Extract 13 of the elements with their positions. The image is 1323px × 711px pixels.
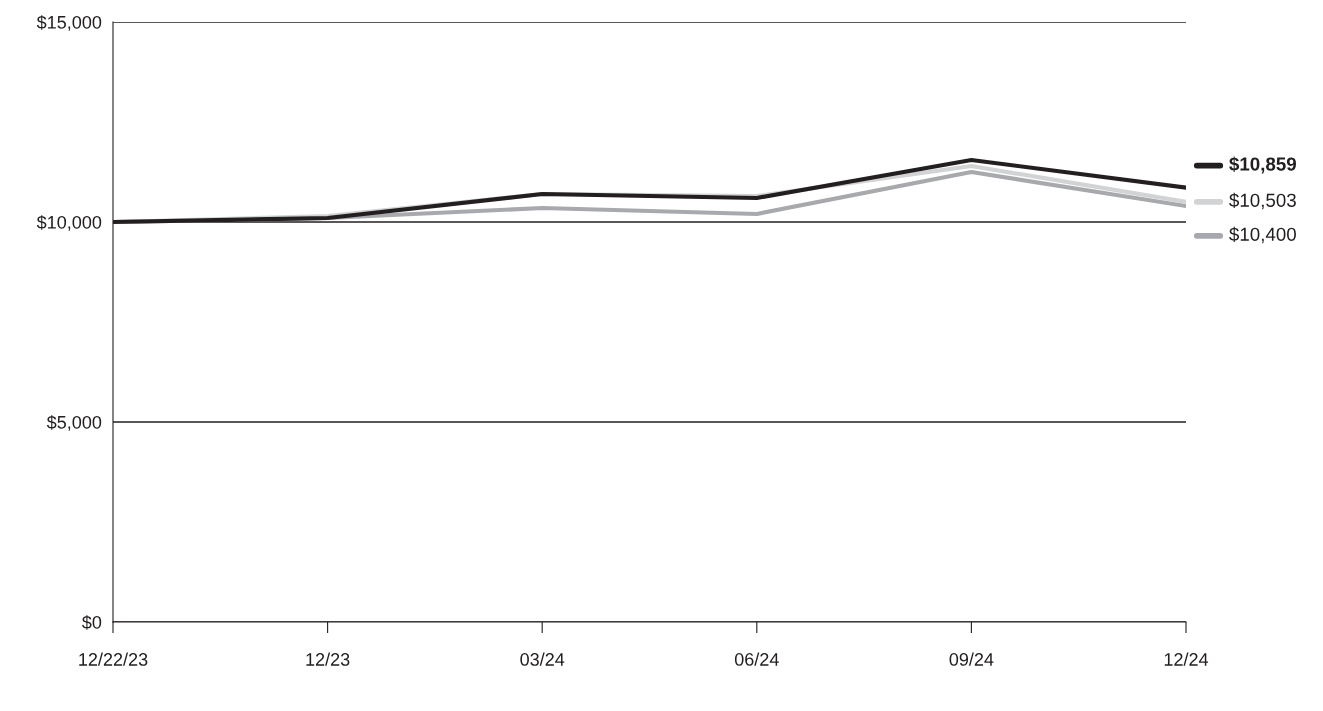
x-tick-label: 03/24 (520, 652, 565, 666)
y-tick-label: $15,000 (36, 15, 102, 31)
annotation: $10,400 (1229, 226, 1296, 244)
y-tick-label: $0 (82, 615, 102, 630)
x-tick-label: 12/22/23 (79, 652, 148, 666)
x-tick-label: 12/23 (306, 652, 350, 666)
x-tick-label: 06/24 (734, 652, 779, 666)
y-tick-label: $5,000 (46, 415, 102, 431)
annotation: $10,503 (1229, 192, 1296, 210)
x-tick-label: 09/24 (949, 652, 994, 666)
annotation: $10,859 (1229, 156, 1296, 174)
x-tick-label: 12/24 (1164, 652, 1209, 666)
y-tick-label: $10,000 (36, 215, 102, 231)
